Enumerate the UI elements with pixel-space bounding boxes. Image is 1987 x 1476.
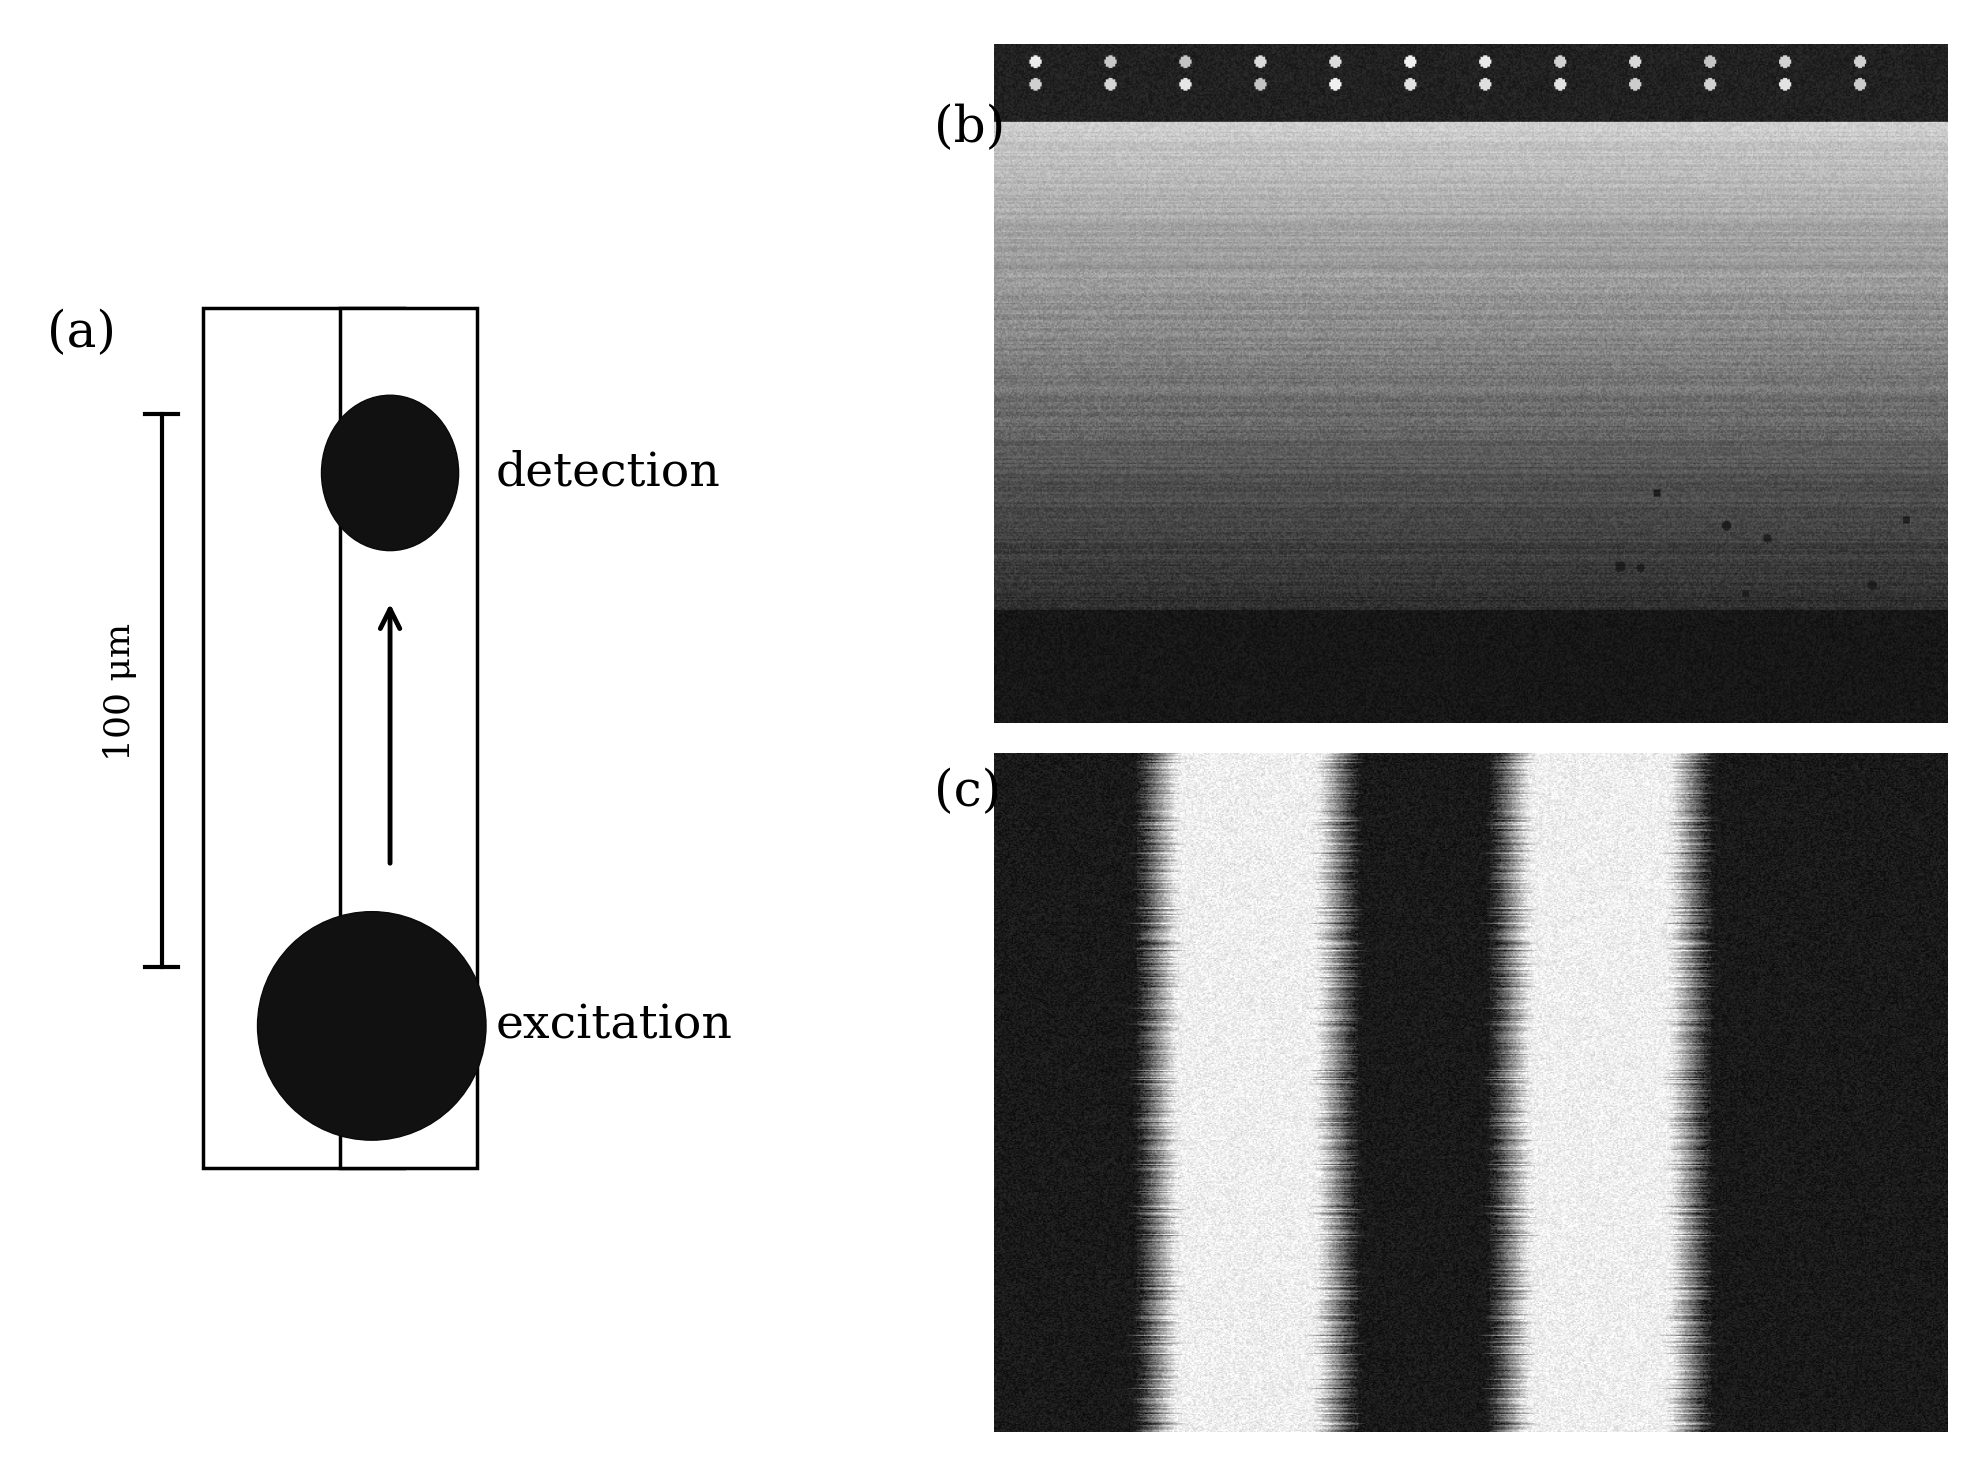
Bar (203, 308, 403, 1168)
Text: detection: detection (495, 450, 719, 496)
Text: (a): (a) (48, 308, 117, 357)
Ellipse shape (322, 396, 459, 551)
Ellipse shape (258, 912, 487, 1139)
Text: excitation: excitation (495, 1004, 731, 1048)
Text: (c): (c) (934, 768, 1001, 818)
Bar (340, 308, 477, 1168)
Text: 100 μm: 100 μm (103, 623, 137, 762)
Text: (b): (b) (934, 103, 1005, 154)
